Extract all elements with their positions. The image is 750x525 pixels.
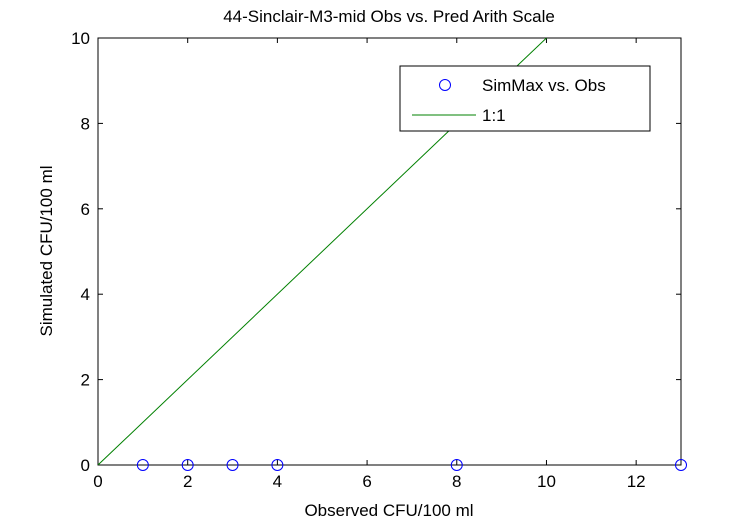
y-tick-label: 8: [81, 114, 90, 133]
x-tick-label: 6: [362, 472, 371, 491]
legend-marker-circle: [439, 79, 451, 91]
data-point: [450, 459, 463, 471]
x-tick-label: 4: [273, 472, 282, 491]
legend-box: [399, 65, 651, 132]
series-line-group: [98, 38, 548, 465]
legend: SimMax vs. Obs 1:1: [399, 65, 651, 132]
data-point: [181, 459, 194, 471]
chart-title: 44-Sinclair-M3-mid Obs vs. Pred Arith Sc…: [223, 7, 555, 26]
series-line-1-to-1: [98, 38, 548, 465]
data-point: [226, 459, 239, 471]
x-tick-label: 2: [183, 472, 192, 491]
y-tick-label: 10: [71, 29, 90, 48]
x-tick-label: 10: [537, 472, 556, 491]
legend-label-series-1: SimMax vs. Obs: [482, 76, 606, 95]
data-point: [271, 459, 284, 471]
legend-label-series-2: 1:1: [482, 106, 506, 125]
data-point: [675, 459, 687, 471]
x-tick-label: 12: [627, 472, 646, 491]
y-tick-label: 2: [81, 371, 90, 390]
axis-ticks: 0 2 4 6 8 10 12 0 2 4 6 8 10: [71, 29, 681, 491]
series-points-group: [136, 459, 687, 471]
x-tick-label: 8: [452, 472, 461, 491]
x-axis-label: Observed CFU/100 ml: [304, 501, 473, 520]
data-point: [136, 459, 149, 471]
y-tick-label: 4: [81, 285, 90, 304]
y-tick-label: 0: [81, 456, 90, 475]
x-tick-label: 0: [93, 472, 102, 491]
y-tick-label: 6: [81, 200, 90, 219]
y-axis-label: Simulated CFU/100 ml: [37, 165, 56, 336]
